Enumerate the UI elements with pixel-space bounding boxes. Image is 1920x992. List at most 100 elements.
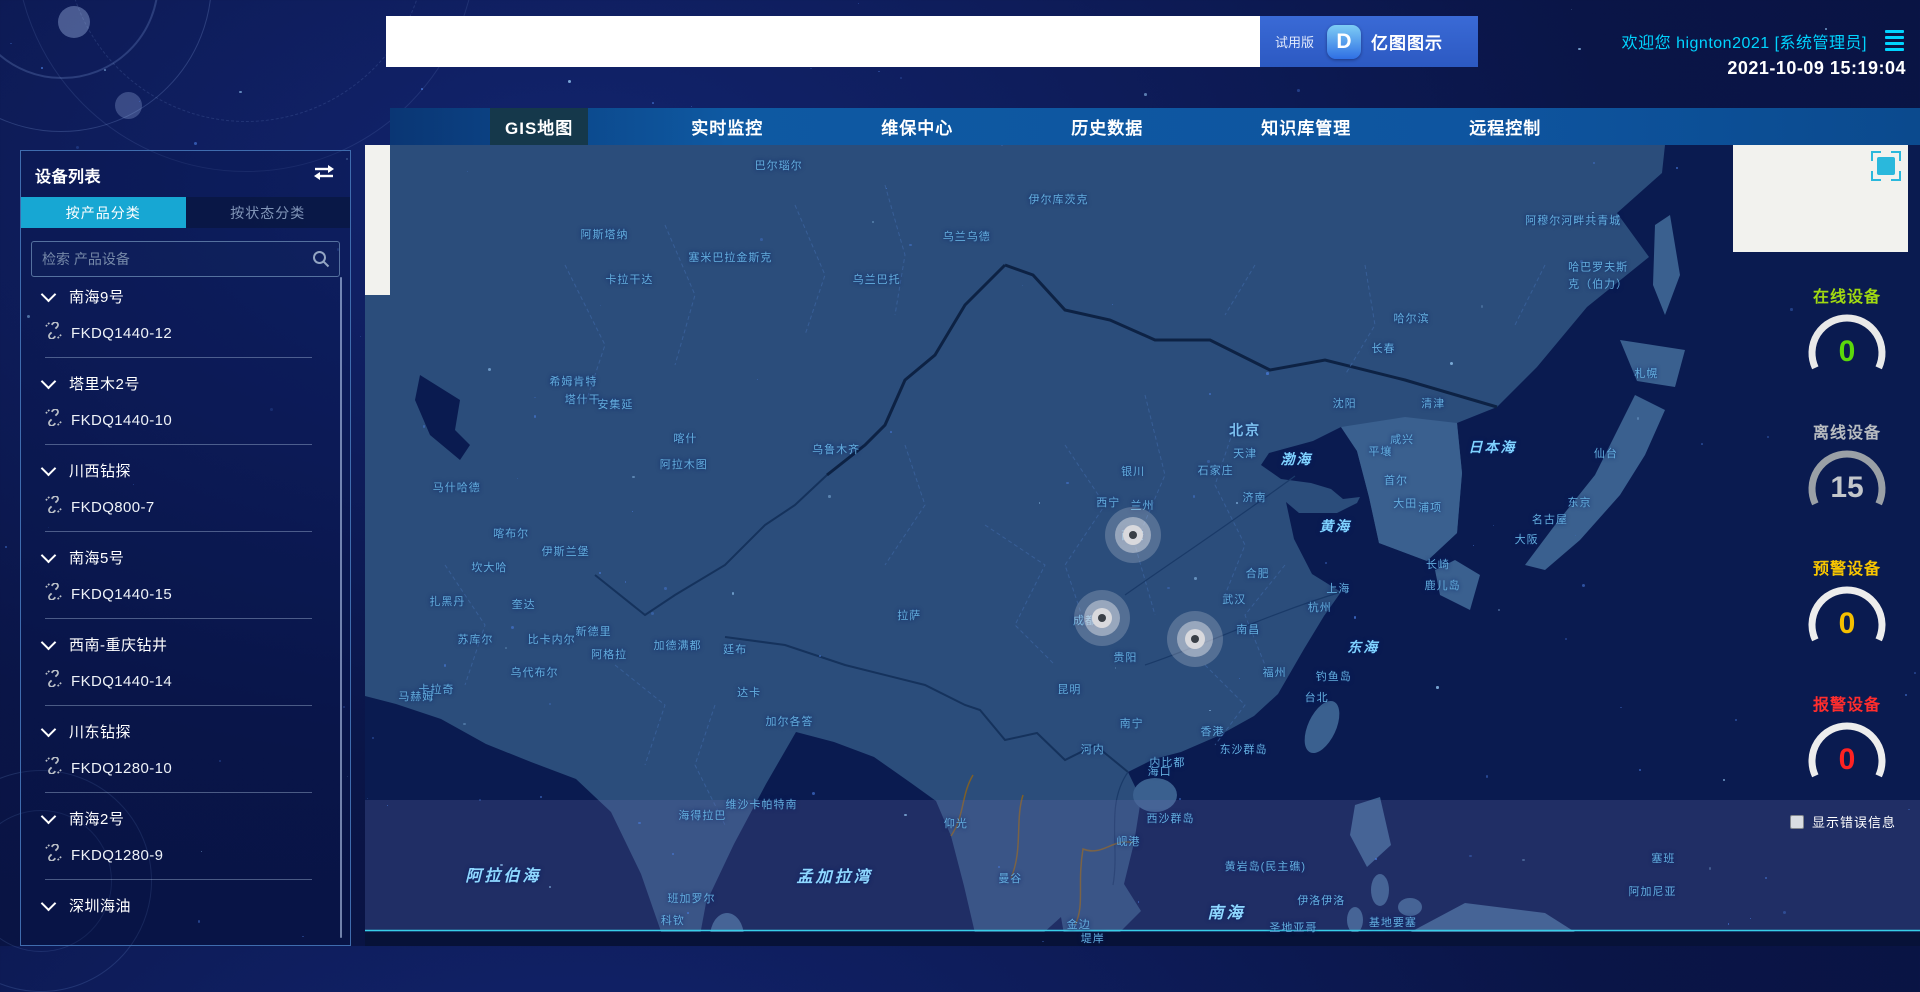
map-city-label: 阿加尼亚: [1628, 885, 1677, 898]
map-city-label: 塞米巴拉金斯克: [688, 252, 773, 265]
map-city-label: 伊斯兰堡: [541, 546, 590, 559]
map-city-label: 长崎: [1425, 558, 1450, 571]
map-city-label: 银川: [1121, 466, 1146, 478]
chevron-down-icon[interactable]: [40, 373, 57, 390]
map-city-label: 伊洛伊洛: [1297, 894, 1346, 907]
map-city-label: 喀什: [673, 433, 698, 446]
device-group-name: 川西钻探: [69, 463, 132, 480]
map-city-label: 浦项: [1418, 502, 1443, 515]
device-item[interactable]: FKDQ800-7: [45, 487, 312, 532]
nav-tab-1[interactable]: GIS地图: [490, 108, 589, 145]
map-city-label: 希姆肯特: [549, 376, 598, 389]
map-city-label: 东京: [1567, 497, 1592, 510]
map-city-label: 兰州: [1130, 499, 1155, 512]
minimap-panel[interactable]: [1733, 145, 1908, 252]
device-group[interactable]: 塔里木2号: [22, 358, 349, 398]
search-icon[interactable]: [311, 249, 331, 274]
device-group[interactable]: 南海9号: [22, 271, 349, 311]
map-city-label: 内比都: [1149, 756, 1186, 769]
chevron-down-icon[interactable]: [40, 721, 57, 738]
device-cluster-marker[interactable]: [1105, 507, 1162, 564]
scrollbar[interactable]: [340, 277, 342, 938]
map-city-label: 海得拉巴: [678, 809, 727, 822]
chevron-down-icon[interactable]: [40, 460, 57, 477]
device-item[interactable]: FKDQ1440-12: [45, 313, 312, 358]
gauge-label: 预警设备: [1812, 561, 1881, 578]
device-cluster-marker[interactable]: [1167, 611, 1224, 668]
gauge-预警设备: 预警设备 0: [1792, 555, 1902, 655]
device-code: FKDQ1440-10: [71, 411, 173, 429]
device-group[interactable]: 南海5号: [22, 532, 349, 572]
map-sea-label: 黄海: [1319, 518, 1352, 535]
chevron-down-icon[interactable]: [40, 634, 57, 651]
gauge-label: 在线设备: [1812, 289, 1881, 306]
broken-link-icon: [45, 495, 62, 518]
map-city-label: 济南: [1242, 491, 1267, 504]
device-group[interactable]: 西南-重庆钻井: [22, 619, 349, 659]
fullscreen-select-icon[interactable]: [1871, 151, 1901, 181]
chevron-down-icon[interactable]: [40, 286, 57, 303]
global-search-input[interactable]: [386, 16, 1260, 67]
device-search-input[interactable]: [32, 242, 339, 276]
map-city-label: 上海: [1326, 582, 1351, 595]
map-city-label: 新德里: [575, 626, 612, 639]
nav-tab-3[interactable]: 维保中心: [881, 119, 954, 138]
map-city-label: 塞班: [1651, 852, 1676, 865]
gauge-value: 0: [1838, 743, 1856, 776]
map-city-label: 廷布: [723, 643, 748, 656]
swap-horizontal-icon[interactable]: [312, 164, 336, 186]
map-sea-label: 渤海: [1280, 450, 1313, 467]
device-code: FKDQ1280-10: [71, 759, 173, 777]
chevron-down-icon[interactable]: [40, 895, 57, 912]
map-sea-label: 东海: [1347, 639, 1380, 656]
map-city-label: 苏库尔: [457, 634, 494, 647]
map-city-label: 卡拉奇: [418, 683, 455, 696]
map-city-label: 哈尔滨: [1393, 313, 1430, 326]
nav-tab-2[interactable]: 实时监控: [691, 119, 764, 138]
nav-tab-6[interactable]: 远程控制: [1469, 119, 1542, 138]
device-item[interactable]: FKDQ1280-10: [45, 748, 312, 793]
map-sea-label: 阿拉伯海: [465, 867, 542, 885]
map-city-label: 阿穆尔河畔共青城: [1525, 215, 1622, 228]
show-error-info-toggle[interactable]: 显示错误信息: [1790, 812, 1896, 831]
map-city-label: 大阪: [1514, 534, 1539, 547]
map-city-label: 维沙卡帕特南: [725, 799, 798, 812]
device-group[interactable]: 南海2号: [22, 793, 349, 833]
nav-tab-4[interactable]: 历史数据: [1071, 119, 1144, 138]
broken-link-icon: [45, 582, 62, 605]
broken-link-icon: [45, 669, 62, 692]
device-cluster-marker[interactable]: [1074, 589, 1131, 646]
nav-tabs: GIS地图 实时监控 维保中心 历史数据 知识库管理 远程控制: [390, 108, 1920, 145]
sidebar-tab-2[interactable]: 按状态分类: [185, 197, 350, 228]
device-group[interactable]: 川东钻探: [22, 706, 349, 746]
device-item[interactable]: FKDQ1440-10: [45, 400, 312, 445]
device-group[interactable]: 深圳海油: [22, 880, 349, 920]
map-city-label: 平壤: [1368, 445, 1393, 458]
map-city-label: 台北: [1304, 691, 1329, 704]
chevron-down-icon[interactable]: [40, 808, 57, 825]
chevron-down-icon[interactable]: [40, 547, 57, 564]
map-city-label: 马什哈德: [432, 482, 481, 495]
deco-circle: [58, 6, 90, 38]
device-item[interactable]: FKDQ1440-14: [45, 661, 312, 706]
device-group[interactable]: 川西钻探: [22, 445, 349, 485]
nav-tab-5[interactable]: 知识库管理: [1261, 119, 1352, 138]
map-city-label: 沈阳: [1332, 397, 1357, 410]
map-city-label: 大田: [1393, 498, 1418, 511]
device-item[interactable]: FKDQ1280-9: [45, 835, 312, 880]
map-city-label: 加德满都: [653, 639, 702, 652]
menu-icon[interactable]: [1883, 28, 1906, 53]
device-item[interactable]: FKDQ1440-15: [45, 574, 312, 619]
map-city-label: 武汉: [1222, 594, 1247, 607]
gauge-在线设备: 在线设备 0: [1792, 283, 1902, 383]
checkbox-icon[interactable]: [1790, 814, 1804, 829]
map-city-label: 达卡: [737, 687, 762, 700]
brand-banner[interactable]: 试用版 D 亿图图示: [1260, 16, 1478, 67]
edraw-logo-icon: D: [1327, 24, 1362, 59]
map-city-label: 哈巴罗夫斯克（伯力）: [1568, 261, 1629, 291]
map-city-label: 北京: [1229, 422, 1262, 439]
device-code: FKDQ1440-12: [71, 324, 173, 342]
gis-map[interactable]: 巴尔瑙尔 伊尔库茨克 阿斯塔纳 塞米巴拉金斯克 卡拉干达 乌兰乌德 乌兰巴托 阿穆尔河畔共青城…: [365, 145, 1920, 946]
sidebar-tab-1[interactable]: 按产品分类: [21, 197, 186, 228]
map-city-label: 天津: [1233, 447, 1258, 460]
